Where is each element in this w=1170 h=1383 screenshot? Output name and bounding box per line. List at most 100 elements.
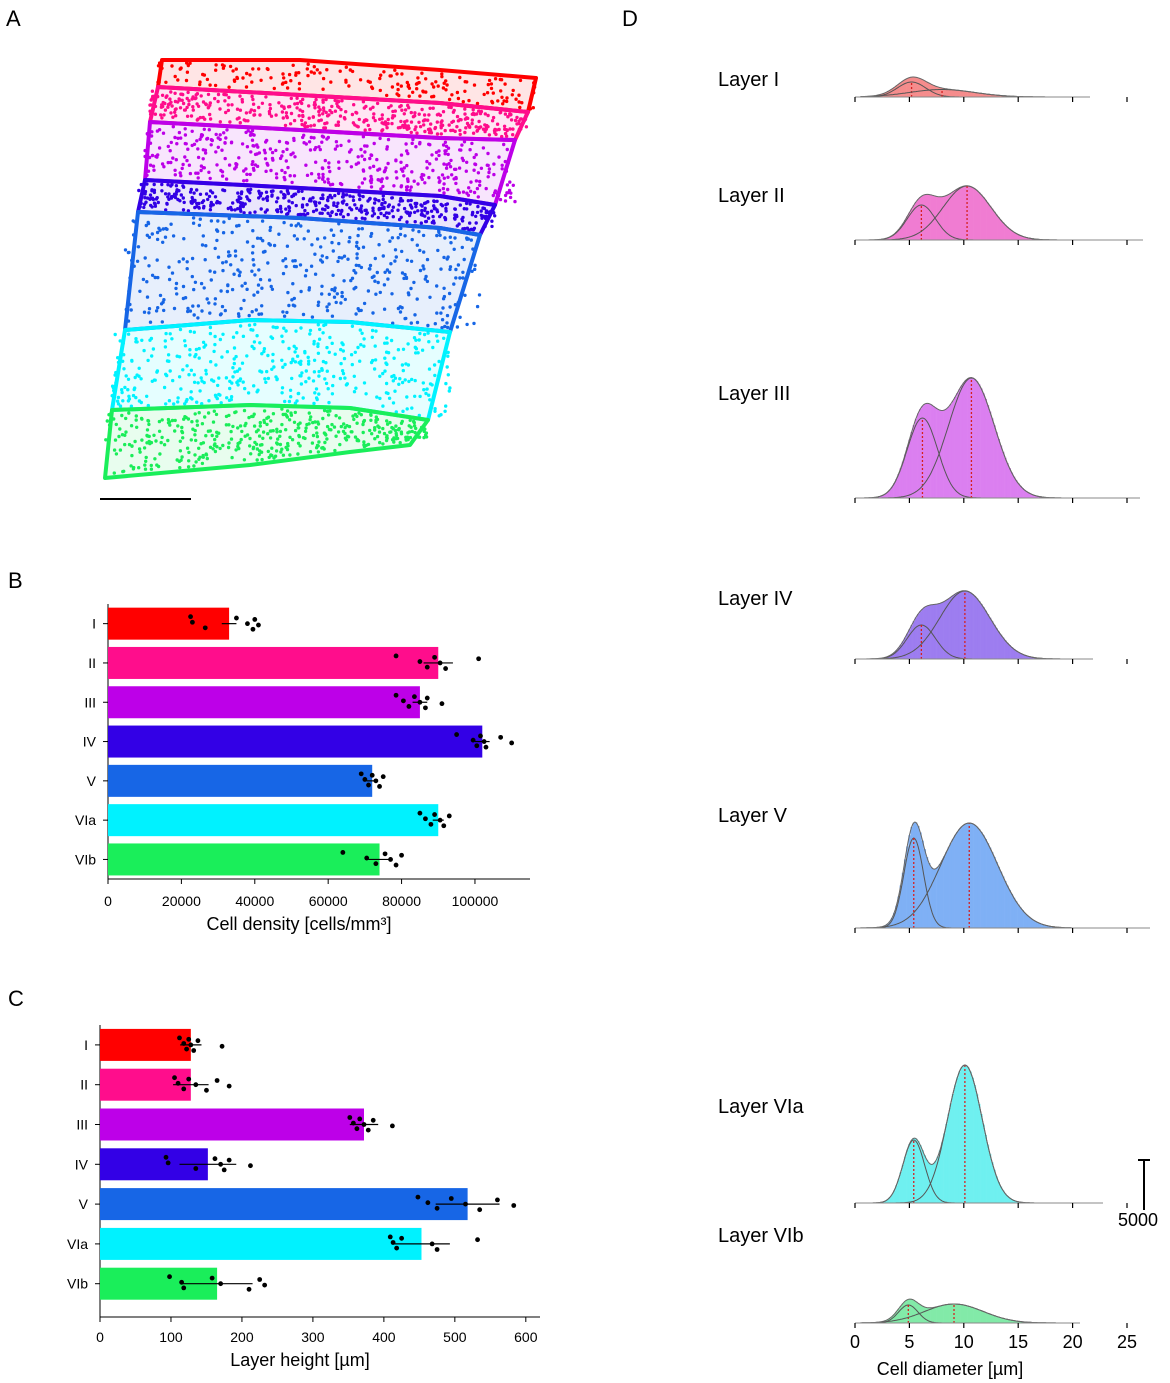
data-point	[193, 1082, 199, 1088]
histogram-bar	[925, 194, 929, 240]
data-point	[380, 774, 386, 780]
x-tick-label: 25	[1117, 1332, 1137, 1352]
cell-dots-layer-via	[110, 322, 452, 418]
histogram-bar	[997, 631, 1001, 659]
histogram-bar	[1021, 488, 1024, 498]
histogram-bar	[958, 1071, 961, 1203]
histogram-bar	[906, 447, 909, 498]
histogram-bar	[960, 1067, 964, 1203]
x-tick-label: 0	[96, 1329, 104, 1345]
histogram-bar	[1006, 1195, 1009, 1203]
data-point	[454, 732, 460, 737]
histogram-bar	[1008, 645, 1011, 659]
histogram-bar	[930, 404, 933, 498]
histogram-bar	[1012, 648, 1016, 659]
histogram-bar	[895, 650, 898, 659]
x-axis-title: Cell density [cells/mm³]	[206, 914, 391, 934]
bar-layer-i	[100, 1028, 191, 1061]
histogram-bar	[960, 826, 964, 928]
histogram-bar	[901, 80, 905, 97]
histogram-bar	[1004, 457, 1007, 498]
histogram-bar	[1043, 924, 1046, 928]
histogram-bar	[960, 90, 964, 97]
data-point	[509, 740, 515, 746]
histogram-bar	[1030, 494, 1033, 498]
gaussian-sum-curve	[860, 590, 1072, 660]
gaussian-sum-curve	[860, 821, 1072, 929]
y-tick-label: VIb	[67, 1276, 88, 1292]
histogram-bar	[999, 445, 1003, 498]
histogram-bar	[1008, 468, 1011, 498]
histogram-bar	[977, 829, 981, 928]
histogram-bar	[884, 493, 887, 498]
data-point	[248, 1163, 253, 1169]
histogram-bar	[919, 832, 922, 928]
histogram-bar	[971, 377, 974, 498]
data-point	[470, 737, 476, 743]
histogram-bar	[999, 1186, 1003, 1203]
histogram-bar	[1025, 914, 1029, 928]
histogram-bar	[991, 418, 994, 498]
histogram-layer-i: Layer I	[718, 69, 1128, 102]
data-point	[209, 1275, 215, 1281]
data-point	[262, 1282, 268, 1288]
data-point	[373, 861, 379, 867]
histogram-bar	[993, 211, 996, 240]
histogram-bar	[956, 592, 959, 659]
histogram-bar	[980, 604, 983, 659]
data-point	[483, 744, 489, 750]
histogram-bar	[1006, 1319, 1009, 1323]
histogram-bar	[947, 1304, 950, 1323]
histogram-bar	[914, 617, 918, 659]
histogram-bar	[962, 90, 966, 97]
histogram-bar	[958, 389, 961, 498]
histogram-bar	[923, 607, 927, 659]
histogram-bar	[980, 831, 983, 928]
histogram-bar	[962, 1305, 966, 1323]
data-point	[186, 1076, 192, 1082]
histogram-bar	[984, 398, 987, 498]
data-point	[167, 1274, 172, 1280]
histogram-bar	[949, 404, 953, 498]
histogram-bar	[884, 238, 887, 240]
data-point	[172, 1075, 177, 1081]
histogram-bar	[958, 90, 961, 97]
data-point	[463, 1201, 468, 1207]
histogram-bar	[969, 1071, 972, 1203]
data-point	[188, 1042, 194, 1048]
histogram-bar	[934, 868, 937, 928]
cell-dots-layer-iv	[137, 182, 497, 232]
histogram-bar	[956, 393, 959, 498]
histogram-title: Layer III	[718, 383, 790, 405]
histogram-bar	[969, 592, 972, 659]
histogram-bar	[986, 1144, 990, 1203]
data-point	[256, 622, 261, 628]
histogram-bar	[1004, 1193, 1007, 1203]
y-tick-label: VIa	[67, 1236, 88, 1252]
histogram-bar	[954, 89, 957, 97]
data-point	[423, 816, 428, 822]
data-point	[365, 1127, 371, 1133]
histogram-bar	[919, 78, 922, 97]
histogram-bar	[980, 1114, 983, 1203]
histogram-bar	[893, 1190, 896, 1203]
data-point	[181, 1041, 187, 1046]
data-point	[218, 1161, 224, 1167]
data-point	[361, 1122, 367, 1127]
histogram-bar	[962, 590, 966, 659]
histogram-bar	[897, 1308, 900, 1323]
histogram-bar	[958, 829, 961, 928]
histogram-bar	[947, 194, 950, 240]
histogram-bar	[991, 1314, 994, 1323]
histogram-bar	[993, 624, 996, 659]
histogram-bar	[903, 79, 907, 97]
histogram-bar	[897, 473, 900, 498]
histogram-bar	[1038, 496, 1042, 498]
histogram-bar	[897, 229, 900, 240]
histogram-bar	[940, 196, 944, 240]
count-scale-bar-label: 5000	[1118, 1210, 1158, 1230]
data-point	[511, 1203, 517, 1208]
histogram-bar	[923, 194, 927, 240]
histogram-bar	[956, 831, 959, 928]
